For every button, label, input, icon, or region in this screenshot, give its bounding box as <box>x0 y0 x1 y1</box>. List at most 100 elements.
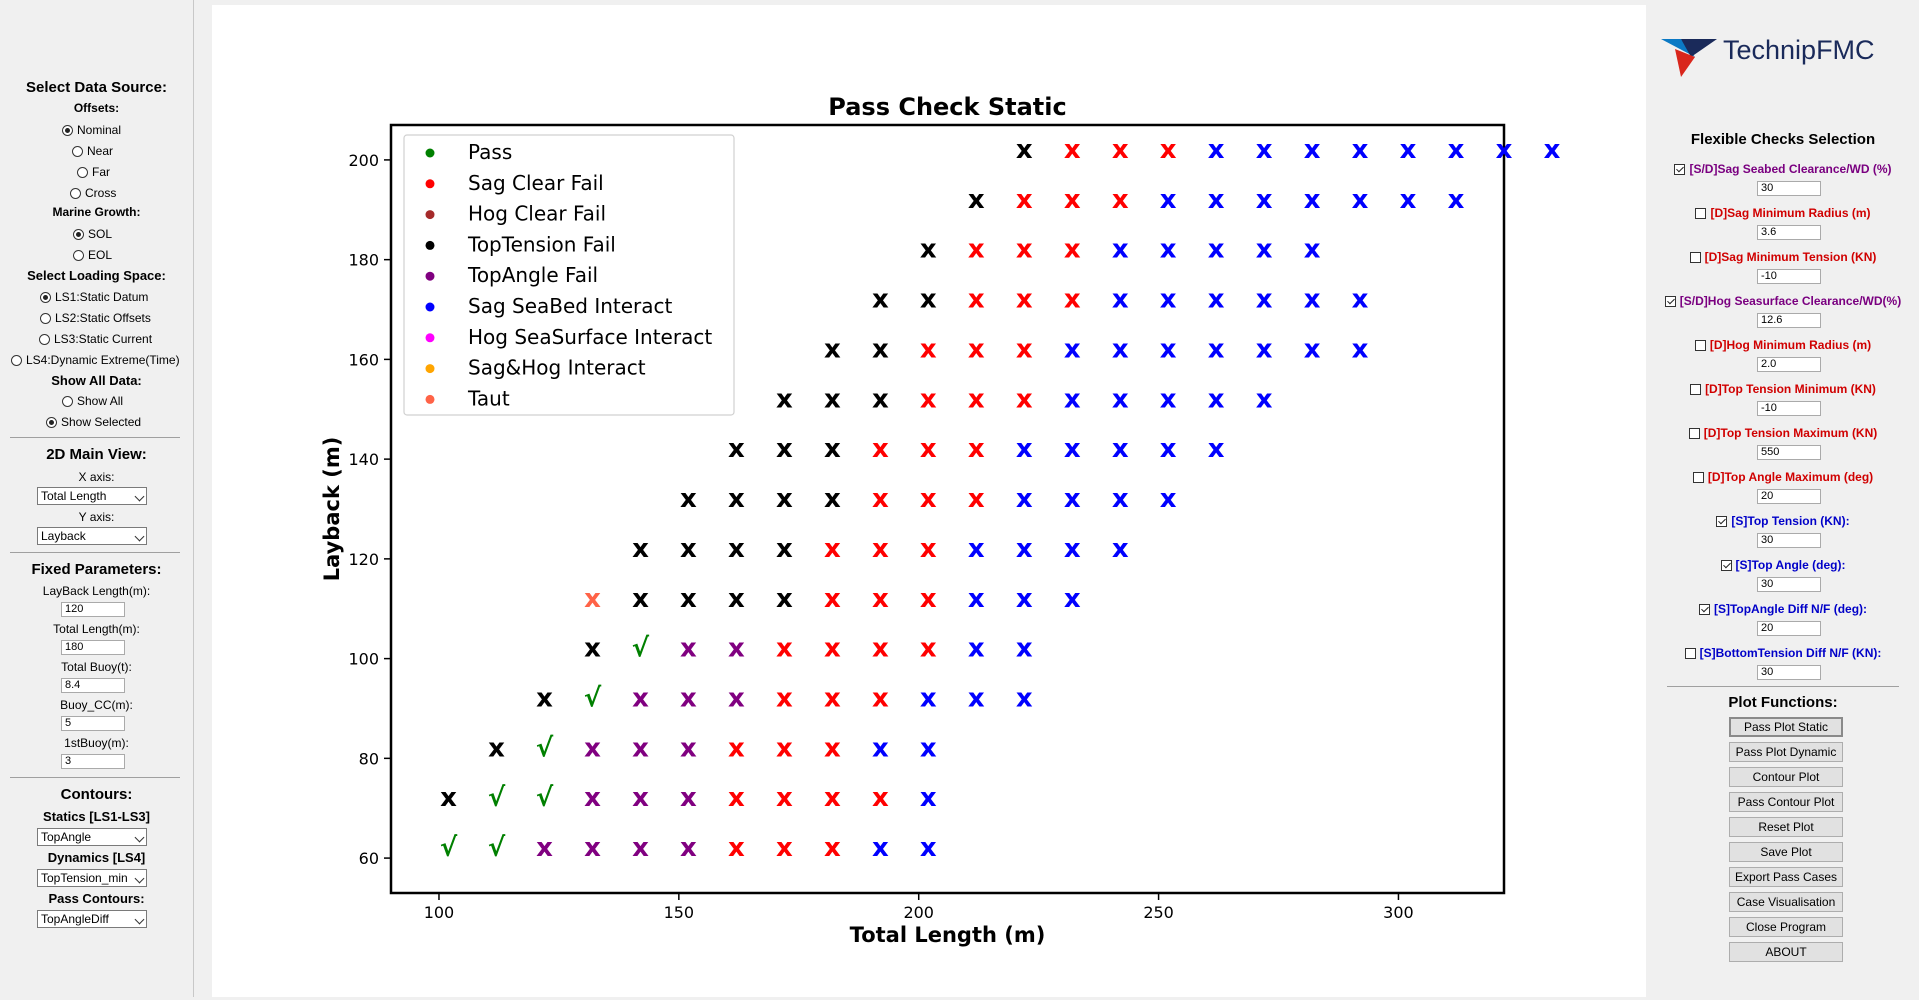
check-row[interactable]: [S]BottomTension Diff N/F (KN): <box>1647 646 1919 660</box>
check-row[interactable]: [D]Sag Minimum Tension (KN) <box>1647 250 1919 264</box>
data-point-marker: x <box>776 783 793 813</box>
statics-contour-select[interactable]: TopAngle <box>37 828 147 846</box>
checkbox[interactable] <box>1694 339 1706 351</box>
check-threshold-input[interactable]: -10 <box>1757 401 1821 416</box>
x-tick-label: 150 <box>664 903 695 922</box>
pass-plot-static-button[interactable]: Pass Plot Static <box>1729 717 1843 737</box>
data-point-marker: x <box>872 684 889 714</box>
loading-space-radio-ls3[interactable]: LS3:Static Current <box>39 332 152 346</box>
radio-indicator[interactable] <box>62 124 73 136</box>
radio-indicator[interactable] <box>62 395 73 407</box>
check-threshold-input[interactable]: -10 <box>1757 269 1821 284</box>
check-row[interactable]: [D]Sag Minimum Radius (m) <box>1647 206 1919 220</box>
checkbox[interactable] <box>1664 295 1676 307</box>
data-point-marker: x <box>1016 584 1033 614</box>
offset-radio-near[interactable]: Near <box>72 144 113 158</box>
show-all-radio[interactable]: Show All <box>62 394 123 408</box>
checkbox[interactable] <box>1698 603 1710 615</box>
pass-contours-select[interactable]: TopAngleDiff <box>37 910 147 928</box>
radio-indicator[interactable] <box>46 416 57 428</box>
check-threshold-input[interactable]: 30 <box>1757 533 1821 548</box>
check-threshold-input[interactable]: 20 <box>1757 489 1821 504</box>
radio-indicator[interactable] <box>77 166 88 178</box>
data-point-marker: x <box>728 534 745 564</box>
data-point-marker: x <box>1208 235 1225 265</box>
check-row[interactable]: [D]Hog Minimum Radius (m) <box>1647 338 1919 352</box>
total-buoy-input[interactable]: 8.4 <box>61 678 125 693</box>
case-visualisation-button[interactable]: Case Visualisation <box>1729 892 1843 912</box>
data-point-marker: x <box>776 484 793 514</box>
loading-space-radio-ls1[interactable]: LS1:Static Datum <box>40 290 148 304</box>
radio-indicator[interactable] <box>40 291 51 303</box>
checkbox[interactable] <box>1684 647 1696 659</box>
data-point-marker: x <box>1016 135 1033 165</box>
total-length-input[interactable]: 180 <box>61 640 125 655</box>
dynamics-label: Dynamics [LS4] <box>47 850 146 865</box>
data-point-marker: x <box>728 584 745 614</box>
data-point-marker: x <box>1352 334 1369 364</box>
layback-length-input[interactable]: 120 <box>61 602 125 617</box>
data-point-marker: x <box>1448 135 1465 165</box>
buoy-cc-input[interactable]: 5 <box>61 716 125 731</box>
marine-growth-radio-eol[interactable]: EOL <box>73 248 112 262</box>
radio-indicator[interactable] <box>73 228 84 240</box>
data-point-marker: x <box>584 783 601 813</box>
loading-space-radio-ls2[interactable]: LS2:Static Offsets <box>40 311 151 325</box>
pass-plot-dynamic-button[interactable]: Pass Plot Dynamic <box>1729 742 1843 762</box>
checkbox[interactable] <box>1688 427 1700 439</box>
radio-indicator[interactable] <box>39 333 50 345</box>
reset-plot-button[interactable]: Reset Plot <box>1729 817 1843 837</box>
offset-radio-nominal[interactable]: Nominal <box>62 123 121 137</box>
data-point-marker: x <box>680 534 697 564</box>
close-program-button[interactable]: Close Program <box>1729 917 1843 937</box>
checkbox[interactable] <box>1689 251 1701 263</box>
check-row[interactable]: [S/D]Sag Seabed Clearance/WD (%) <box>1647 162 1919 176</box>
contour-plot-button[interactable]: Contour Plot <box>1729 767 1843 787</box>
check-threshold-input[interactable]: 3.6 <box>1757 225 1821 240</box>
show-selected-radio[interactable]: Show Selected <box>46 415 141 429</box>
chart-title: Pass Check Static <box>828 93 1066 121</box>
check-row[interactable]: [S]Top Angle (deg): <box>1647 558 1919 572</box>
check-row[interactable]: [D]Top Tension Maximum (KN) <box>1647 426 1919 440</box>
check-threshold-input[interactable]: 30 <box>1757 665 1821 680</box>
check-row[interactable]: [S]TopAngle Diff N/F (deg): <box>1647 602 1919 616</box>
dynamics-contour-select[interactable]: TopTension_min <box>37 869 147 887</box>
check-row[interactable]: [S]Top Tension (KN): <box>1647 514 1919 528</box>
check-threshold-input[interactable]: 20 <box>1757 621 1821 636</box>
save-plot-button[interactable]: Save Plot <box>1729 842 1843 862</box>
x-axis-select[interactable]: Total Length <box>37 487 147 505</box>
checkbox[interactable] <box>1695 207 1707 219</box>
check-row[interactable]: [D]Top Angle Maximum (deg) <box>1647 470 1919 484</box>
checkbox[interactable] <box>1720 559 1732 571</box>
radio-indicator[interactable] <box>72 145 83 157</box>
loading-space-radio-ls4[interactable]: LS4:Dynamic Extreme(Time) <box>11 353 180 367</box>
check-threshold-input[interactable]: 12.6 <box>1757 313 1821 328</box>
checkbox[interactable] <box>1716 515 1728 527</box>
about-button[interactable]: ABOUT <box>1729 942 1843 962</box>
check-threshold-input[interactable]: 30 <box>1757 181 1821 196</box>
check-label: [D]Top Angle Maximum (deg) <box>1707 470 1874 484</box>
export-pass-cases-button[interactable]: Export Pass Cases <box>1729 867 1843 887</box>
y-axis-select[interactable]: Layback <box>37 527 147 545</box>
check-threshold-input[interactable]: 30 <box>1757 577 1821 592</box>
radio-indicator[interactable] <box>73 249 84 261</box>
offset-radio-cross[interactable]: Cross <box>70 186 116 200</box>
data-point-marker: x <box>1256 185 1273 215</box>
first-buoy-input[interactable]: 3 <box>61 754 125 769</box>
checkbox[interactable] <box>1690 383 1702 395</box>
check-row[interactable]: [S/D]Hog Seasurface Clearance/WD(%) <box>1647 294 1919 308</box>
offset-radio-far[interactable]: Far <box>77 165 110 179</box>
data-point-marker: x <box>1256 384 1273 414</box>
marine-growth-radio-sol[interactable]: SOL <box>73 227 112 241</box>
data-point-marker: x <box>680 783 697 813</box>
radio-indicator[interactable] <box>70 187 81 199</box>
pass-contour-plot-button[interactable]: Pass Contour Plot <box>1729 792 1843 812</box>
radio-indicator[interactable] <box>40 312 51 324</box>
check-row[interactable]: [D]Top Tension Minimum (KN) <box>1647 382 1919 396</box>
checkbox[interactable] <box>1692 471 1704 483</box>
data-point-marker: x <box>1160 384 1177 414</box>
check-threshold-input[interactable]: 2.0 <box>1757 357 1821 372</box>
check-threshold-input[interactable]: 550 <box>1757 445 1821 460</box>
checkbox[interactable] <box>1674 163 1686 175</box>
radio-indicator[interactable] <box>11 354 22 366</box>
